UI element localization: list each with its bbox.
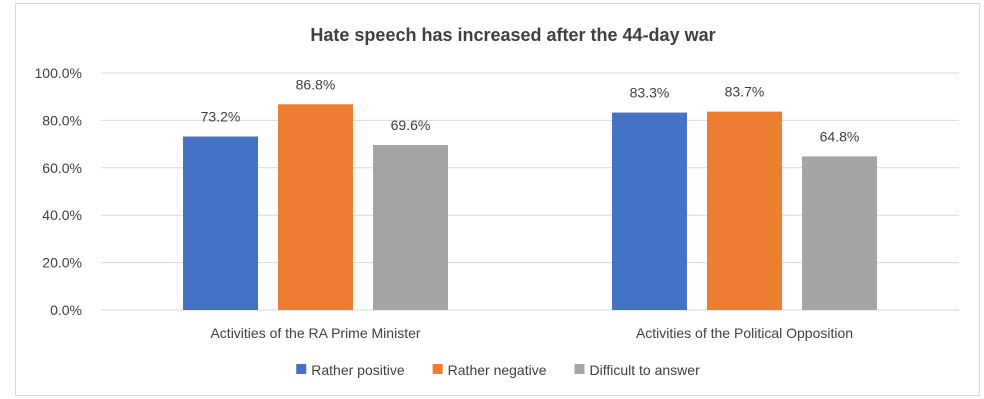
- legend-label: Difficult to answer: [590, 362, 701, 378]
- bar-chart: Hate speech has increased after the 44-d…: [35, 25, 959, 378]
- data-label: 83.7%: [725, 84, 765, 100]
- legend-swatch: [574, 364, 585, 374]
- y-tick-label: 0.0%: [50, 302, 82, 318]
- bar: [373, 145, 448, 310]
- bars: [183, 104, 877, 310]
- x-category-label: Activities of the RA Prime Minister: [210, 325, 420, 341]
- bar: [707, 111, 782, 310]
- bar: [612, 112, 687, 310]
- data-label: 69.6%: [391, 117, 431, 133]
- legend-item: Rather positive: [296, 362, 405, 378]
- bar: [183, 136, 258, 310]
- data-label: 83.3%: [630, 85, 670, 101]
- data-label: 64.8%: [820, 128, 860, 144]
- legend-swatch: [432, 364, 443, 374]
- bar: [278, 104, 353, 310]
- y-axis-ticks: 0.0% 20.0% 40.0% 60.0% 80.0% 100.0%: [35, 65, 82, 318]
- x-category-label: Activities of the Political Opposition: [636, 325, 853, 341]
- chart-title: Hate speech has increased after the 44-d…: [310, 25, 715, 45]
- legend-label: Rather positive: [311, 362, 405, 378]
- data-label: 73.2%: [201, 109, 241, 125]
- y-tick-label: 20.0%: [42, 255, 82, 271]
- data-label: 86.8%: [296, 76, 336, 92]
- legend-item: Rather negative: [432, 362, 547, 378]
- y-tick-label: 60.0%: [42, 160, 82, 176]
- y-tick-label: 40.0%: [42, 207, 82, 223]
- legend-item: Difficult to answer: [574, 362, 701, 378]
- legend-label: Rather negative: [448, 362, 547, 378]
- data-labels: 73.2% 86.8% 69.6% 83.3% 83.7% 64.8%: [201, 76, 860, 144]
- legend: Rather positive Rather negative Difficult …: [296, 362, 700, 378]
- x-axis-categories: Activities of the RA Prime Minister Activ…: [210, 325, 853, 341]
- y-tick-label: 100.0%: [35, 65, 82, 81]
- y-tick-label: 80.0%: [42, 112, 82, 128]
- legend-swatch: [296, 364, 307, 374]
- bar: [802, 156, 877, 310]
- chart-frame: Hate speech has increased after the 44-d…: [15, 3, 980, 396]
